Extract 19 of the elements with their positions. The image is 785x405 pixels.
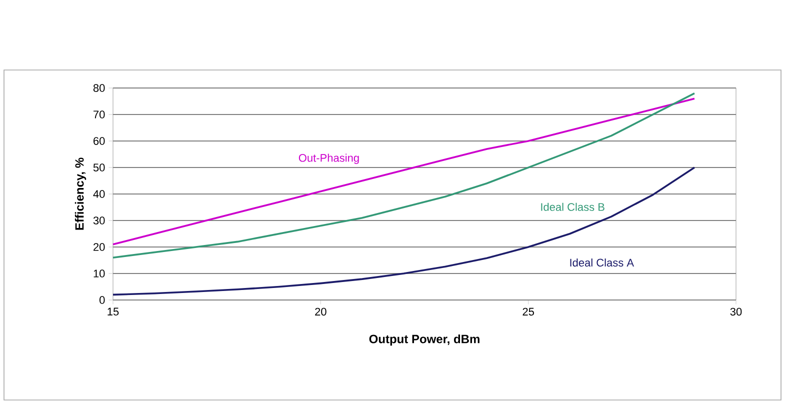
x-axis-title: Output Power, dBm bbox=[369, 334, 480, 346]
x-tick-label: 30 bbox=[730, 308, 742, 316]
y-tick-label: 20 bbox=[94, 243, 105, 251]
text: Ideal Class A bbox=[570, 258, 634, 267]
x-tick-label: 25 bbox=[522, 308, 534, 316]
y-tick-label: 40 bbox=[93, 190, 105, 198]
text: Ideal Class B bbox=[541, 202, 604, 211]
series-label: Out-Phasing bbox=[298, 154, 359, 164]
y-tick-label: 0 bbox=[100, 296, 105, 304]
y-tick-label: 80 bbox=[93, 84, 105, 92]
x-tick-label: 20 bbox=[315, 308, 326, 316]
y-tick-label: 50 bbox=[93, 164, 105, 172]
y-tick-label: 10 bbox=[94, 270, 105, 278]
line-series bbox=[112, 166, 696, 296]
y-tick-label: 60 bbox=[94, 137, 105, 145]
y-axis-title: Efficiency, % bbox=[74, 158, 86, 230]
x-tick-label: 15 bbox=[108, 308, 119, 316]
y-tick-label: 70 bbox=[94, 110, 105, 118]
y-tick-label: 30 bbox=[93, 216, 105, 224]
